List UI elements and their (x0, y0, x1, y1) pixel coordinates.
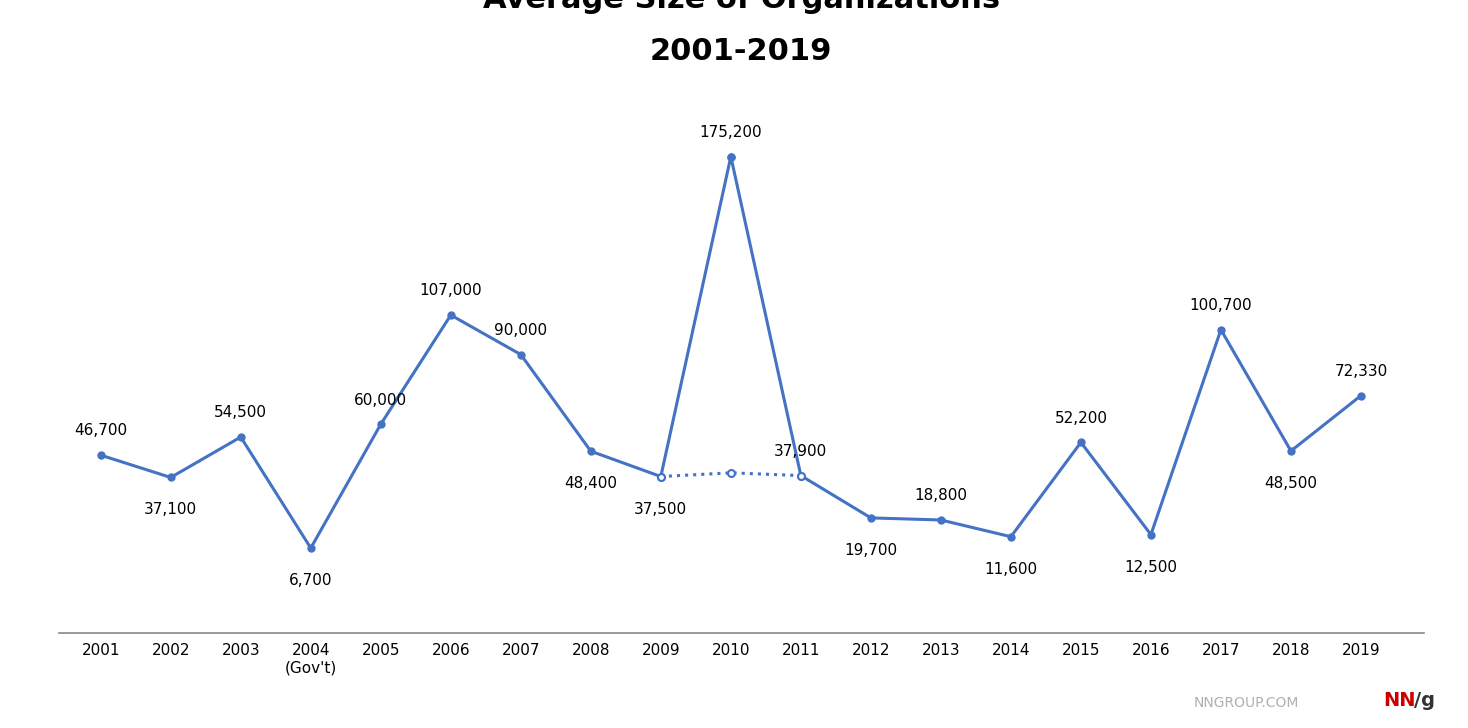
Text: 37,100: 37,100 (144, 502, 197, 518)
Text: 6,700: 6,700 (289, 573, 333, 588)
Text: 60,000: 60,000 (354, 392, 407, 408)
Text: 46,700: 46,700 (75, 424, 128, 438)
Text: 12,500: 12,500 (1124, 560, 1177, 574)
Text: 37,900: 37,900 (774, 444, 828, 459)
Text: NNGROUP.COM: NNGROUP.COM (1193, 696, 1299, 710)
Text: 52,200: 52,200 (1054, 411, 1107, 426)
Text: 90,000: 90,000 (495, 323, 548, 338)
Text: 107,000: 107,000 (420, 283, 482, 298)
Text: 100,700: 100,700 (1189, 298, 1252, 313)
Text: 72,330: 72,330 (1334, 364, 1387, 379)
Text: 11,600: 11,600 (985, 562, 1038, 577)
Title: Average Size of Organizations
2001-2019: Average Size of Organizations 2001-2019 (483, 0, 1000, 66)
Text: 48,400: 48,400 (564, 476, 618, 491)
Text: 37,500: 37,500 (634, 502, 687, 517)
Text: 175,200: 175,200 (700, 125, 762, 140)
Text: 19,700: 19,700 (844, 543, 897, 558)
Text: 18,800: 18,800 (915, 488, 967, 503)
Text: 48,500: 48,500 (1264, 476, 1317, 491)
Text: 54,500: 54,500 (214, 405, 267, 420)
Text: /g: /g (1414, 691, 1434, 710)
Text: NN: NN (1383, 691, 1415, 710)
